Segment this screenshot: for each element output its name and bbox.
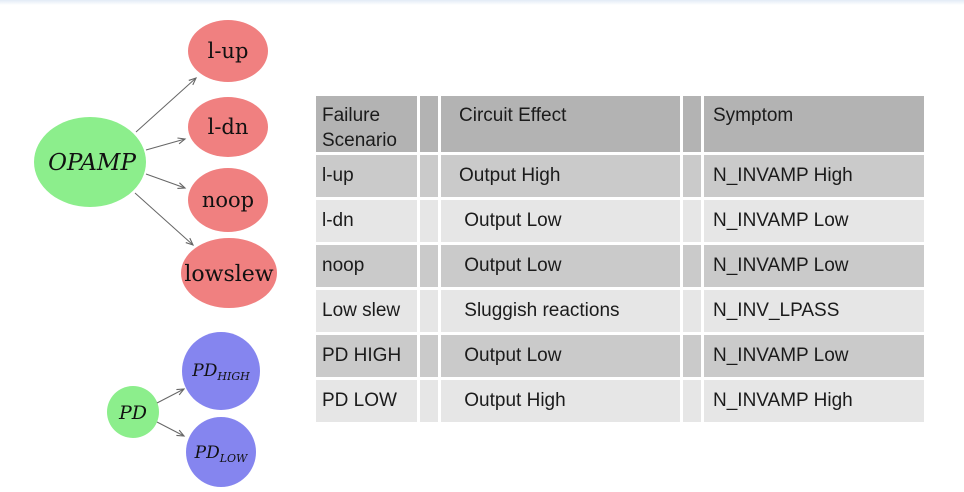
l-dn-node xyxy=(188,97,268,157)
noop-node-label: noop xyxy=(202,188,254,212)
cell-effect: Output High xyxy=(441,380,680,422)
pd-low-node-label: PDLOW xyxy=(194,443,249,465)
edge-opamp-noop xyxy=(145,173,187,190)
cell-scenario: l-dn xyxy=(316,200,417,242)
table-spacer-cell xyxy=(420,335,438,377)
edge-opamp-ldn xyxy=(145,137,187,151)
edge-opamp-lowslew xyxy=(134,192,195,246)
cell-effect: Sluggish reactions xyxy=(441,290,680,332)
cell-effect: Output Low xyxy=(441,245,680,287)
cell-symptom: N_INV_LPASS xyxy=(704,290,924,332)
pd-low-node xyxy=(186,417,256,487)
cell-effect: Output High xyxy=(441,155,680,197)
cell-symptom: N_INVAMP Low xyxy=(704,200,924,242)
col-header-failure-scenario: Failure Scenario xyxy=(316,96,417,152)
table-spacer-cell xyxy=(683,290,701,332)
cell-symptom: N_INVAMP Low xyxy=(704,335,924,377)
l-up-node-label: l-up xyxy=(208,39,249,63)
opamp-node-label: OPAMP xyxy=(48,150,136,176)
table-spacer-cell xyxy=(420,200,438,242)
table-spacer-cell xyxy=(420,380,438,422)
cell-symptom: N_INVAMP High xyxy=(704,380,924,422)
table-spacer-cell xyxy=(683,96,701,152)
l-up-node xyxy=(188,20,268,82)
table-spacer-cell xyxy=(683,200,701,242)
table-spacer-cell xyxy=(420,155,438,197)
edge-pd-pdlow xyxy=(156,421,186,437)
l-dn-node-label: l-dn xyxy=(208,115,249,139)
edge-opamp-lup xyxy=(135,77,198,133)
table-spacer-cell xyxy=(420,290,438,332)
failure-table: Failure Scenario Circuit Effect Symptom … xyxy=(316,96,924,422)
top-edge-strip xyxy=(0,0,964,5)
pd-high-node-label: PDHIGH xyxy=(191,361,250,383)
cell-effect: Output Low xyxy=(441,335,680,377)
lowslew-node-label: lowslew xyxy=(184,262,273,287)
cell-scenario: l-up xyxy=(316,155,417,197)
cell-scenario: Low slew xyxy=(316,290,417,332)
table-spacer-cell xyxy=(683,155,701,197)
cell-symptom: N_INVAMP High xyxy=(704,155,924,197)
col-header-symptom: Symptom xyxy=(704,96,924,152)
cell-scenario: PD HIGH xyxy=(316,335,417,377)
opamp-node xyxy=(34,117,146,207)
table-spacer-cell xyxy=(420,96,438,152)
table-spacer-cell xyxy=(683,245,701,287)
table-spacer-cell xyxy=(683,380,701,422)
noop-node xyxy=(188,168,268,232)
cell-symptom: N_INVAMP Low xyxy=(704,245,924,287)
pd-node-label: PD xyxy=(118,402,147,424)
table-spacer-cell xyxy=(683,335,701,377)
cell-scenario: noop xyxy=(316,245,417,287)
edge-pd-pdhigh xyxy=(156,388,186,404)
cell-scenario: PD LOW xyxy=(316,380,417,422)
failure-mode-diagram: OPAMP l-up l-dn noop lowslew PD PDHIGH P… xyxy=(34,20,277,487)
lowslew-node xyxy=(181,238,277,308)
table-spacer-cell xyxy=(420,245,438,287)
col-header-circuit-effect: Circuit Effect xyxy=(441,96,680,152)
pd-node xyxy=(107,386,159,438)
pd-high-node xyxy=(182,332,260,410)
cell-effect: Output Low xyxy=(441,200,680,242)
